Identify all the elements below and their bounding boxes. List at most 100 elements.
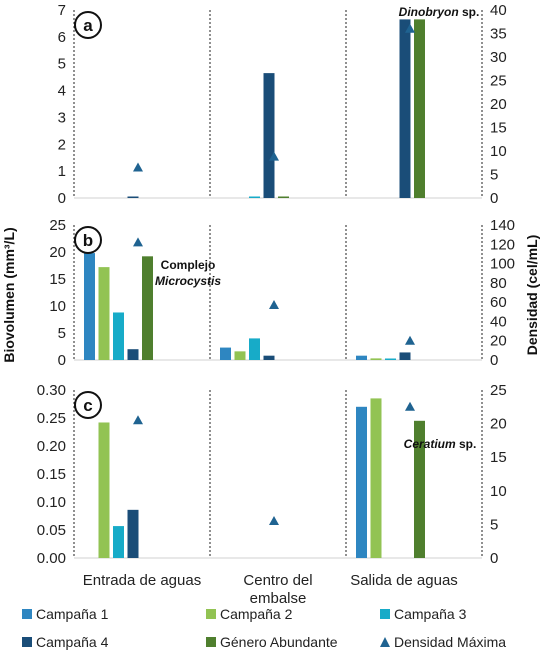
panel-c-left-tick-label: 0.05 (37, 522, 66, 539)
panel-b-bar-salida-s4 (399, 352, 411, 360)
panel-c-right-tick-label: 0 (490, 550, 498, 567)
legend-marker-density (380, 637, 390, 647)
annotation-microcystis-line2-part: Microcystis (155, 274, 221, 288)
panel-c-bar-salida-s5 (414, 420, 425, 558)
panel-c-letter: c (83, 396, 92, 415)
panel-a-left-tick-label: 7 (58, 2, 66, 19)
category-label-line2: embalse (250, 590, 307, 607)
panel-b-left-tick-label: 0 (58, 352, 66, 369)
panel-c-bar-entrada-s2 (98, 422, 110, 558)
panel-b-left-tick-label: 25 (49, 217, 66, 234)
annotation-dinobryon-part: sp. (459, 5, 480, 19)
panel-b-bar-centro-s3 (249, 338, 260, 360)
panel-c-letter-circle (74, 391, 102, 419)
panel-a-right-tick-label: 0 (490, 190, 498, 207)
panel-b-density-marker-salida (405, 335, 415, 345)
panel-c-left-tick-label: 0.30 (37, 382, 66, 399)
panel-a-density-marker-entrada (133, 162, 143, 172)
panel-a-right-tick-label: 15 (490, 120, 507, 137)
annotation-microcystis-line1: Complejo (161, 258, 216, 272)
annotation-ceratium-part: sp. (456, 437, 477, 451)
panel-c-bar-entrada-s3 (113, 526, 124, 558)
panel-b-letter-circle (74, 226, 102, 254)
panel-b-right-tick-label: 140 (490, 217, 515, 234)
panel-b-bar-entrada-s5 (142, 256, 153, 360)
category-label: Salida de aguas (350, 572, 458, 589)
left-axis-title: Biovolumen (mm³/L) (1, 227, 17, 362)
panel-a-right-tick-label: 25 (490, 73, 507, 90)
annotation-dinobryon-part: Dinobryon (399, 5, 459, 19)
panel-a-right-tick-label: 10 (490, 143, 507, 160)
panel-b-density-marker-entrada (133, 237, 143, 247)
legend-swatch-4 (22, 637, 32, 647)
panel-b-bar-salida-s2 (370, 358, 382, 360)
panel-a-right-tick-label: 5 (490, 167, 498, 184)
panel-a-bar-salida-s4 (399, 19, 411, 199)
panel-b-density-marker-centro (269, 300, 279, 310)
panel-c-right-tick-label: 25 (490, 382, 507, 399)
panel-b-bar-salida-s3 (385, 358, 396, 360)
panel-b-bar-centro-s2 (234, 351, 246, 360)
panel-b-bar-entrada-s4 (127, 349, 139, 360)
panel-b-bar-entrada-s3 (113, 312, 124, 360)
legend-swatch-3 (380, 609, 390, 619)
legend-label: Campaña 1 (36, 606, 109, 622)
panel-c-left-tick-label: 0.25 (37, 410, 66, 427)
panel-a-letter: a (83, 16, 93, 35)
legend-swatch-5 (206, 637, 216, 647)
panel-a-left-tick-label: 5 (58, 56, 66, 73)
panel-b-right-tick-label: 20 (490, 333, 507, 350)
panel-a-left-tick-label: 2 (58, 136, 66, 153)
panel-c-left-tick-label: 0.15 (37, 466, 66, 483)
panel-a-right-tick-label: 30 (490, 49, 507, 66)
panel-b-right-tick-label: 80 (490, 275, 507, 292)
panel-a-bar-centro-s5 (278, 196, 289, 198)
panel-b-right-tick-label: 60 (490, 294, 507, 311)
panel-a-right-tick-label: 40 (490, 2, 507, 19)
panel-c-left-tick-label: 0.10 (37, 494, 66, 511)
legend-label: Densidad Máxima (394, 634, 506, 650)
legend-label: Género Abundante (220, 634, 338, 650)
panel-a-left-tick-label: 1 (58, 163, 66, 180)
panel-b-letter: b (83, 231, 93, 250)
right-axis-title: Densidad (cel/mL) (524, 235, 540, 356)
panel-a-bar-entrada-s4 (127, 196, 139, 198)
panel-c-left-tick-label: 0.00 (37, 550, 66, 567)
panel-b-left-tick-label: 10 (49, 298, 66, 315)
panel-b-left-tick-label: 20 (49, 244, 66, 261)
legend-swatch-1 (22, 609, 32, 619)
category-label: Entrada de aguas (83, 572, 201, 589)
panel-b-right-tick-label: 120 (490, 236, 515, 253)
panel-b-left-tick-label: 15 (49, 271, 66, 288)
panel-b-bar-salida-s1 (356, 355, 367, 360)
panel-c-right-tick-label: 15 (490, 449, 507, 466)
annotation-ceratium-part: Ceratium (404, 437, 456, 451)
panel-c-right-tick-label: 5 (490, 516, 498, 533)
panel-a-right-tick-label: 35 (490, 26, 507, 43)
legend-label: Campaña 4 (36, 634, 109, 650)
panel-b-right-tick-label: 0 (490, 352, 498, 369)
legend-label: Campaña 3 (394, 606, 467, 622)
panel-c-left-tick-label: 0.20 (37, 438, 66, 455)
legend-swatch-2 (206, 609, 216, 619)
panel-a-left-tick-label: 3 (58, 109, 66, 126)
panel-c-right-tick-label: 20 (490, 416, 507, 433)
panel-c-right-tick-label: 10 (490, 483, 507, 500)
panel-b-bar-centro-s1 (220, 347, 231, 360)
panel-b-right-tick-label: 100 (490, 256, 515, 273)
panel-c-bar-entrada-s4 (127, 509, 139, 558)
legend-label: Campaña 2 (220, 606, 293, 622)
panel-a-right-tick-label: 20 (490, 96, 507, 113)
annotation-microcystis-line2: Microcystis (155, 274, 221, 288)
panel-a-bar-centro-s4 (263, 73, 275, 198)
annotation-dinobryon: Dinobryon sp. (399, 5, 480, 19)
panel-a-bar-salida-s5 (414, 19, 425, 199)
panel-c-density-marker-salida (405, 401, 415, 411)
panel-b-bar-entrada-s2 (98, 267, 110, 360)
panel-b-left-tick-label: 5 (58, 325, 66, 342)
panel-a-density-marker-salida (405, 23, 415, 33)
panel-a-letter-circle (74, 11, 102, 39)
annotation-microcystis-line1-part: Complejo (161, 258, 216, 272)
panel-c-density-marker-centro (269, 516, 279, 526)
